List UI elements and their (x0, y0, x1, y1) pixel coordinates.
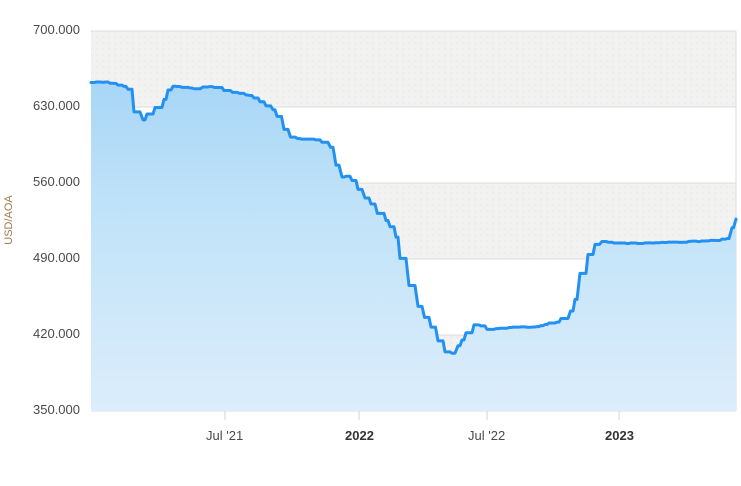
svg-text:USD/AOA: USD/AOA (3, 195, 15, 245)
